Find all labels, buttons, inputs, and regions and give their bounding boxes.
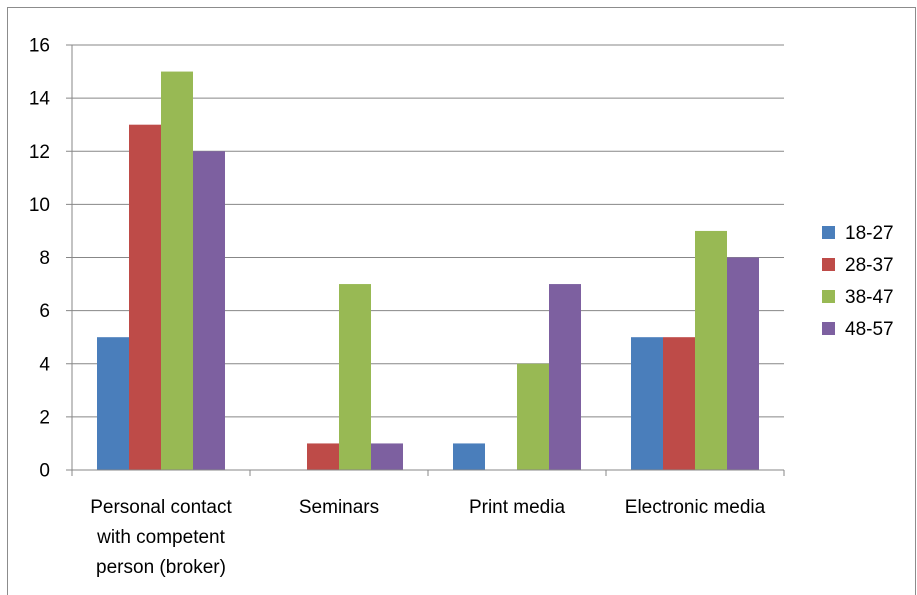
bar-38-47 [517,363,549,470]
bar-28-37 [663,337,695,470]
chart-frame [7,7,916,595]
legend-label: 48-57 [845,319,894,340]
x-tick-labels: Personal contact with competent person (br… [90,497,765,578]
x-tick-label: Print media [469,497,566,518]
legend-swatch [822,258,835,271]
y-tick-label: 4 [39,354,50,375]
bar-38-47 [161,71,193,470]
bar-18-27 [453,443,485,470]
bars [97,71,759,470]
bar-48-57 [549,284,581,470]
legend-swatch [822,322,835,335]
x-tick-label: Electronic media [625,497,766,518]
legend-label: 28-37 [845,255,894,276]
bar-38-47 [695,230,727,470]
bar-38-47 [339,284,371,470]
y-tick-label: 2 [39,407,50,428]
legend: 18-27 28-37 38-47 48-57 [822,223,894,340]
y-tick-label: 12 [29,142,50,163]
y-tick-label: 8 [39,248,50,269]
bar-48-57 [727,257,759,470]
bar-48-57 [193,151,225,470]
bar-28-37 [129,124,161,470]
bar-18-27 [97,337,129,470]
y-tick-labels: 0 2 4 6 8 10 12 14 16 [29,36,51,482]
legend-swatch [822,226,835,239]
y-tick-label: 10 [29,195,50,216]
legend-label: 18-27 [845,223,894,244]
x-tick-label: Personal contact with competent person (br… [90,497,232,578]
y-tick-label: 14 [29,89,51,110]
y-tick-label: 0 [39,461,50,482]
x-tick-label: Seminars [299,497,379,518]
legend-label: 38-47 [845,287,894,308]
bar-28-37 [307,443,339,470]
axes [66,44,785,476]
bar-48-57 [371,443,403,470]
y-tick-label: 16 [29,36,50,57]
y-tick-label: 6 [39,301,50,322]
legend-swatch [822,290,835,303]
bar-18-27 [631,337,663,470]
